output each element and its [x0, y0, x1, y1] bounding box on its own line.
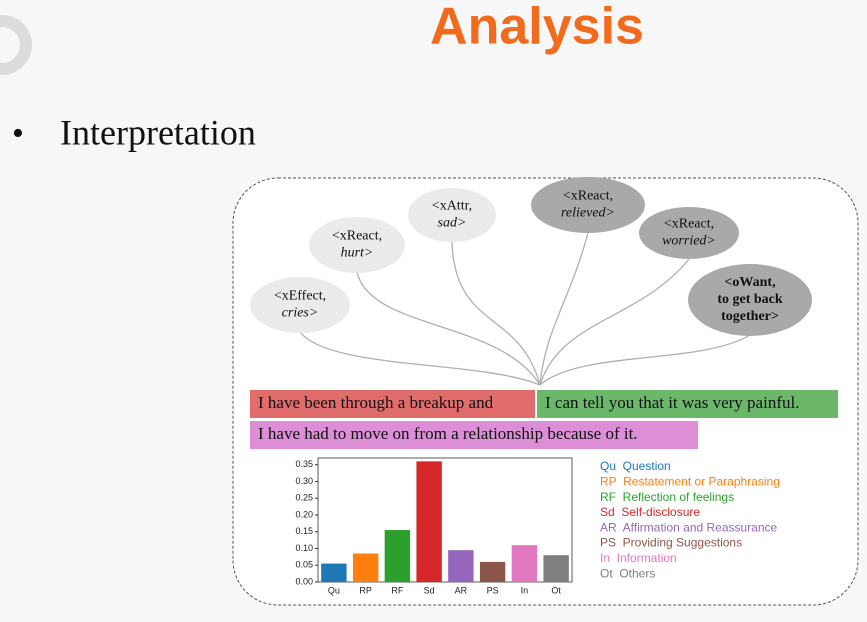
legend-entry: RP Restatement or Paraphrasing [600, 474, 780, 488]
node-bubble [688, 264, 812, 336]
title: Analysis [430, 0, 644, 56]
node-label: <xAttr, [432, 199, 472, 214]
bar [448, 550, 474, 582]
node-label: to get back [717, 292, 783, 307]
node-label: <xReact, [332, 229, 382, 244]
node-label: together> [721, 309, 779, 324]
legend-entry: RF Reflection of feelings [600, 490, 734, 504]
y-tick-label: 0.25 [295, 493, 313, 503]
sentence-text: I have had to move on from a relationshi… [258, 424, 638, 443]
node-label: cries> [282, 306, 319, 321]
legend-entry: In Information [600, 551, 677, 565]
sentence-box [537, 390, 838, 418]
legend-entry: Ot Others [600, 566, 655, 580]
bar [479, 561, 506, 582]
node-bubble [408, 188, 496, 242]
node-bubble [309, 217, 405, 273]
x-tick-label: In [521, 585, 529, 595]
x-tick-label: Ot [551, 585, 561, 595]
sentence-box [250, 390, 535, 418]
bar [384, 530, 411, 582]
sentence-text: I have been through a breakup and [258, 393, 494, 412]
node-bubble [639, 207, 739, 259]
legend-entry: AR Affirmation and Reassurance [600, 520, 778, 534]
bar [543, 555, 569, 582]
node-label: worried> [662, 234, 716, 249]
bar [321, 563, 347, 582]
y-tick-label: 0.00 [295, 576, 313, 586]
legend-entry: Sd Self-disclosure [600, 505, 700, 519]
y-tick-label: 0.05 [295, 560, 313, 570]
y-tick-label: 0.10 [295, 543, 313, 553]
bullet-text: Interpretation [60, 112, 256, 152]
sentence-text: I can tell you that it was very painful. [545, 393, 799, 412]
x-tick-label: Qu [328, 585, 340, 595]
node-label: <xReact, [664, 217, 714, 232]
y-tick-label: 0.35 [295, 459, 313, 469]
node-label: <oWant, [724, 275, 775, 290]
node-bubble [531, 177, 645, 233]
y-tick-label: 0.20 [295, 509, 313, 519]
bullet-dot: • [12, 115, 24, 152]
x-tick-label: Sd [424, 585, 435, 595]
node-label: hurt> [341, 246, 374, 261]
x-tick-label: RF [391, 585, 403, 595]
node-label: <xReact, [563, 189, 613, 204]
connectors [299, 232, 751, 386]
bar [511, 545, 538, 582]
node-label: <xEffect, [274, 289, 326, 304]
legend-entry: Qu Question [600, 459, 671, 473]
x-tick-label: AR [455, 585, 468, 595]
sentence-box [250, 421, 698, 449]
legend-entry: PS Providing Suggestions [600, 536, 742, 550]
gear-icon [0, 15, 32, 75]
node-bubble [250, 277, 350, 333]
bar [416, 461, 442, 582]
y-tick-label: 0.15 [295, 526, 313, 536]
bar [352, 553, 379, 582]
y-tick-label: 0.30 [295, 476, 313, 486]
node-label: relieved> [561, 206, 615, 221]
x-tick-label: RP [359, 585, 372, 595]
x-tick-label: PS [487, 585, 499, 595]
node-label: sad> [438, 216, 467, 231]
